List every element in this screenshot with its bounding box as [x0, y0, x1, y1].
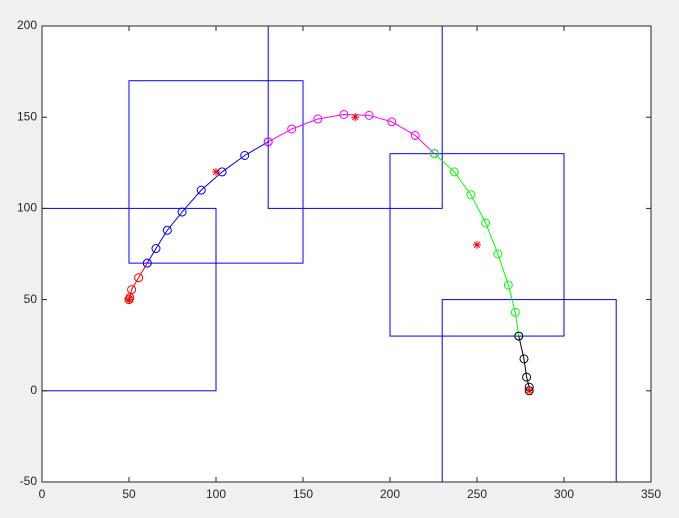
y-tick-label: 0: [30, 383, 37, 397]
plot-area: [42, 26, 617, 482]
x-tick-label: 150: [293, 487, 313, 501]
rectangle: [441, 299, 617, 482]
axes-background: [42, 26, 651, 482]
marker-circle: [503, 280, 513, 290]
marker-circle: [142, 258, 152, 268]
marker-circle: [162, 225, 172, 235]
curve: [434, 153, 520, 337]
y-tick-label: 200: [17, 18, 37, 32]
marker-circle: [127, 285, 137, 295]
rectangle: [389, 153, 565, 337]
marker-star: [212, 167, 220, 176]
marker-circle: [151, 244, 161, 254]
marker-circle: [429, 149, 439, 159]
x-tick-label: 250: [467, 487, 487, 501]
curve: [146, 141, 269, 264]
marker-circle: [125, 293, 135, 303]
marker-circle: [519, 354, 529, 364]
marker-circle: [313, 114, 323, 124]
marker-star: [125, 295, 133, 304]
y-tick-label: 150: [17, 109, 37, 123]
rectangle: [128, 80, 304, 264]
marker-circle: [481, 218, 491, 228]
marker-circle: [522, 372, 532, 382]
x-tick-label: 50: [122, 487, 136, 501]
y-tick-label: 100: [17, 201, 37, 215]
rectangle: [267, 26, 443, 209]
curve: [267, 113, 435, 155]
marker-circle: [263, 137, 273, 147]
x-tick-label: 0: [39, 487, 46, 501]
marker-circle: [287, 124, 297, 134]
marker-circle: [339, 109, 349, 119]
marker-circle: [514, 331, 524, 341]
marker-circle: [134, 273, 144, 283]
marker-circle: [449, 167, 459, 177]
y-tick-label: 50: [24, 292, 38, 306]
marker-circle: [177, 207, 187, 217]
marker-circle: [510, 307, 520, 317]
marker-circle: [493, 249, 503, 259]
marker-circle: [196, 185, 206, 195]
marker-circle: [364, 110, 374, 120]
marker-circle: [387, 117, 397, 127]
marker-circle: [466, 190, 476, 200]
marker-star: [525, 386, 534, 395]
x-tick-label: 200: [380, 487, 400, 501]
marker-star: [473, 240, 481, 249]
marker-circle: [240, 151, 250, 161]
x-tick-label: 350: [641, 487, 661, 501]
x-tick-label: 300: [554, 487, 574, 501]
x-tick-label: 100: [206, 487, 226, 501]
y-tick-label: -50: [20, 474, 38, 488]
marker-star: [351, 113, 360, 122]
axes-box: [41, 25, 652, 483]
marker-circle: [410, 130, 420, 140]
